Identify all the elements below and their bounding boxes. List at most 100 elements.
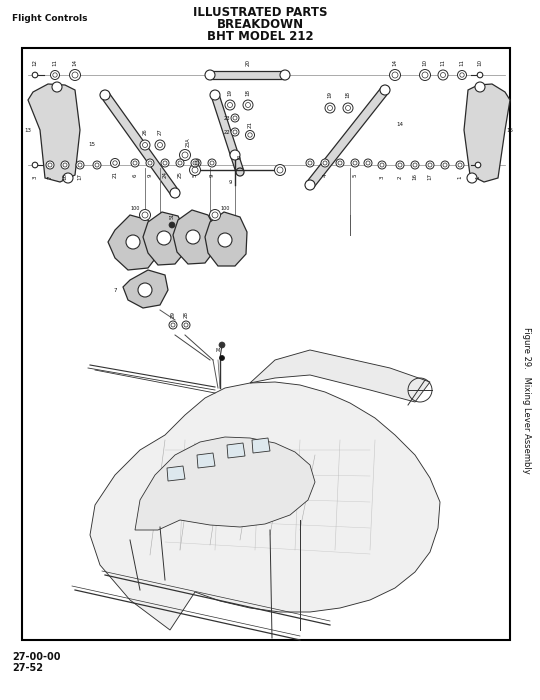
Text: 100: 100: [220, 206, 230, 211]
Circle shape: [246, 130, 254, 139]
Circle shape: [456, 161, 464, 169]
Circle shape: [211, 91, 219, 99]
Circle shape: [351, 159, 359, 167]
Circle shape: [126, 235, 140, 249]
Circle shape: [364, 159, 372, 167]
Circle shape: [305, 180, 315, 190]
Circle shape: [306, 181, 314, 190]
Text: ILLUSTRATED PARTS: ILLUSTRATED PARTS: [193, 6, 327, 19]
Circle shape: [230, 150, 240, 160]
Text: 9: 9: [228, 179, 232, 185]
Circle shape: [139, 209, 151, 220]
Circle shape: [76, 161, 84, 169]
Text: 26: 26: [143, 129, 147, 135]
Text: 51: 51: [170, 213, 174, 219]
Text: 14: 14: [396, 122, 403, 127]
Text: BREAKDOWN: BREAKDOWN: [217, 18, 303, 31]
Text: 11: 11: [441, 59, 446, 66]
Text: D: D: [236, 155, 240, 160]
Circle shape: [93, 161, 101, 169]
Circle shape: [280, 70, 290, 80]
Polygon shape: [102, 92, 179, 195]
Circle shape: [477, 72, 483, 78]
Text: 16: 16: [63, 174, 68, 181]
Circle shape: [155, 140, 165, 150]
Circle shape: [321, 159, 329, 167]
Circle shape: [46, 161, 54, 169]
Text: 23: 23: [224, 116, 231, 120]
Text: 15: 15: [89, 143, 96, 148]
Polygon shape: [28, 84, 80, 182]
Text: 5: 5: [192, 174, 198, 176]
Text: 11: 11: [52, 60, 57, 66]
Text: 9: 9: [147, 174, 152, 176]
Circle shape: [176, 159, 184, 167]
Circle shape: [306, 159, 314, 167]
Text: 100: 100: [130, 206, 140, 211]
Text: 25: 25: [178, 172, 183, 178]
Circle shape: [170, 188, 180, 198]
Text: 15: 15: [507, 127, 514, 132]
Circle shape: [389, 69, 401, 80]
Circle shape: [467, 173, 477, 183]
Circle shape: [231, 114, 239, 122]
Circle shape: [219, 356, 225, 360]
Circle shape: [63, 173, 73, 183]
Polygon shape: [210, 71, 285, 79]
Text: 27-00-00: 27-00-00: [12, 652, 60, 662]
Text: 19: 19: [227, 90, 233, 97]
Circle shape: [231, 128, 239, 136]
Circle shape: [325, 103, 335, 113]
Text: 7: 7: [48, 175, 52, 178]
Circle shape: [32, 72, 38, 78]
Text: 20: 20: [246, 59, 251, 66]
Circle shape: [457, 71, 467, 80]
Circle shape: [171, 188, 179, 197]
Text: 27-52: 27-52: [12, 663, 43, 673]
Circle shape: [396, 161, 404, 169]
Circle shape: [210, 90, 220, 100]
Polygon shape: [211, 94, 244, 173]
Polygon shape: [250, 350, 430, 402]
Circle shape: [70, 69, 80, 80]
Circle shape: [111, 158, 119, 167]
Text: 10: 10: [422, 59, 428, 66]
Circle shape: [100, 90, 110, 100]
Text: 14: 14: [72, 59, 78, 66]
Circle shape: [420, 69, 430, 80]
Circle shape: [32, 162, 38, 168]
Circle shape: [343, 103, 353, 113]
Text: 18: 18: [246, 90, 251, 97]
Polygon shape: [307, 88, 389, 188]
Circle shape: [51, 71, 59, 80]
Text: Figure 29.   Mixing Lever Assembly: Figure 29. Mixing Lever Assembly: [522, 327, 530, 473]
Circle shape: [190, 164, 200, 176]
Circle shape: [206, 71, 214, 79]
Text: 5: 5: [353, 174, 357, 176]
Text: 6: 6: [132, 174, 138, 176]
Circle shape: [336, 159, 344, 167]
Polygon shape: [90, 382, 440, 630]
Polygon shape: [123, 270, 168, 308]
Text: 1: 1: [476, 175, 481, 178]
Circle shape: [169, 222, 175, 228]
Text: 16: 16: [413, 174, 417, 181]
Text: 22: 22: [224, 130, 231, 134]
Text: 10: 10: [477, 59, 483, 66]
Text: 3: 3: [32, 175, 37, 178]
Circle shape: [281, 71, 289, 79]
Circle shape: [193, 159, 201, 167]
Circle shape: [146, 159, 154, 167]
Text: 2: 2: [397, 175, 402, 178]
Text: 21: 21: [112, 172, 118, 178]
Circle shape: [225, 100, 235, 110]
Text: 17: 17: [428, 174, 433, 181]
Polygon shape: [143, 212, 185, 265]
Text: 13: 13: [24, 127, 31, 132]
Text: 18: 18: [346, 92, 350, 99]
Circle shape: [236, 168, 244, 176]
Text: 19: 19: [327, 92, 333, 99]
Text: 4: 4: [322, 174, 327, 176]
Text: 17: 17: [78, 174, 83, 181]
Circle shape: [157, 231, 171, 245]
